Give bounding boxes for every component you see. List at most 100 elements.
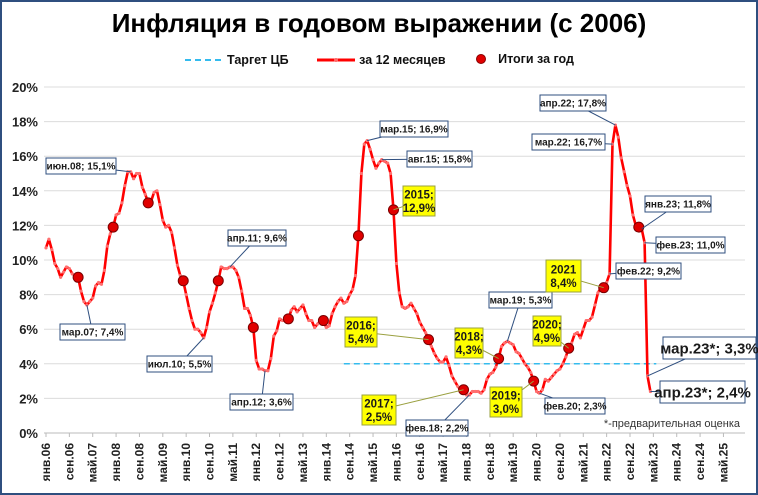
monthly-point [304,312,308,316]
annotation-callout: мар.19; 5,3% [488,291,553,342]
callout-box [659,380,746,404]
monthly-point [540,388,545,392]
annotation-callout: мар.15; 16,9% [367,120,449,142]
monthly-point [622,170,626,174]
monthly-point [193,327,197,331]
monthly-point [245,306,250,311]
callout-box [489,386,523,418]
monthly-point [137,171,142,176]
monthly-point [534,389,539,394]
callout-text: мар.19; 5,3% [490,296,552,307]
monthly-point [161,218,165,222]
callout-text: 3,0% [493,404,519,416]
annual-point [107,221,119,233]
x-tick-label: сен.14 [343,443,357,481]
callout-text: 2018; [454,331,483,343]
monthly-point [388,171,393,176]
monthly-point [190,318,194,323]
callout-box [544,397,606,415]
monthly-point [278,317,282,321]
callout-text: фев.23; 11,0% [656,240,724,252]
monthly-point [88,299,92,304]
monthly-point [213,291,217,295]
monthly-point [424,331,428,335]
annual-point [72,271,84,283]
annual-point [633,221,645,233]
callout-box [615,262,682,280]
annotation-callout: 2021 8,4% [545,259,604,293]
legend-target-label: Таргет ЦБ [227,53,289,67]
monthly-point [336,299,340,304]
callout-text: апр.23*; 2,4% [654,384,751,401]
monthly-point [70,272,74,276]
callout-box [405,419,469,437]
x-tick-label: янв.06 [39,443,53,482]
monthly-point [225,267,229,271]
annotation-callout: фев.20; 2,3% [539,392,607,415]
monthly-point [254,358,258,362]
monthly-point [199,331,203,335]
chart-title: Инфляция в годовом выражении (с 2006) [111,8,647,38]
y-tick-label: 0% [19,426,38,441]
annotation-callout: июн.08; 15,1% [45,157,131,175]
monthly-point [275,329,279,333]
monthly-point [240,289,244,293]
monthly-point [234,268,238,272]
monthly-point [456,384,460,388]
monthly-point [94,284,98,288]
monthly-point [99,282,104,286]
monthly-point [351,287,355,292]
callout-text: 2016; [346,320,375,332]
x-tick-label: янв.10 [179,443,193,482]
y-tick-label: 8% [19,288,38,303]
callout-box [361,394,397,426]
footnote: *-предварительная оценка [604,418,741,430]
callout-box [406,150,473,168]
x-tick-label: май.13 [296,443,310,483]
monthly-point [616,135,620,139]
x-tick-label: май.17 [436,443,450,483]
y-tick-label: 18% [12,115,38,130]
x-tick-label: янв.16 [389,443,403,482]
monthly-point [167,223,171,227]
monthly-point [479,391,483,395]
monthly-point [435,357,439,361]
annual-point [212,275,224,287]
monthly-point [67,267,71,271]
x-tick-label: май.11 [226,443,240,482]
monthly-point [619,156,623,160]
monthly-point [172,246,177,250]
monthly-point [643,241,647,245]
monthly-point [152,190,156,195]
monthly-point [371,158,375,162]
monthly-point [453,379,457,383]
monthly-point [327,324,331,328]
x-tick-label: сен.06 [62,443,76,481]
legend-annual: Итоги за год [473,52,574,66]
monthly-point [169,230,174,234]
monthly-point [485,377,489,381]
monthly-point [409,301,413,305]
y-tick-label: 12% [12,218,38,233]
callout-text: фев.20; 2,3% [543,401,606,413]
x-tick-label: сен.12 [273,443,287,481]
monthly-point [564,355,568,359]
monthly-point [307,318,311,323]
callout-text: апр.22; 17,8% [540,99,606,110]
monthly-point [491,370,495,375]
annotation-callout: мар.07; 7,4% [59,304,126,341]
monthly-point [237,275,241,279]
monthly-point [441,360,445,364]
monthly-point [543,377,547,381]
monthly-point [353,273,358,278]
monthly-point [429,344,434,349]
monthly-point [114,213,118,217]
callout-text: 2021 [551,264,577,276]
monthly-point [310,318,314,323]
monthly-point [348,293,352,297]
monthly-point [61,270,66,274]
callout-text: 4,3% [456,345,482,357]
monthly-point [590,315,594,319]
monthly-point [64,265,69,269]
